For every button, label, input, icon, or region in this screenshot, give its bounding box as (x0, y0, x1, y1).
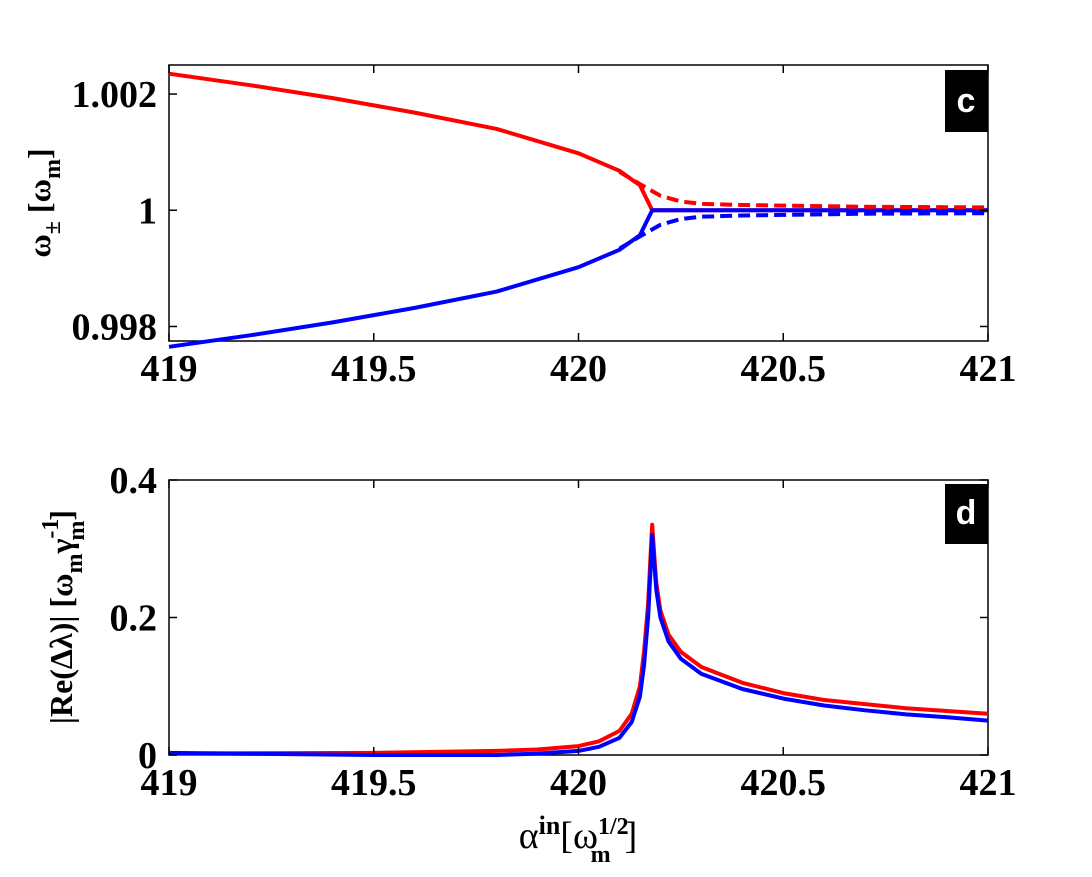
panel-label-box-c (945, 70, 988, 132)
y-axis-label-d: |Re(Δλ)| [ωmγ-1m] (38, 510, 90, 724)
x-tick-label-d: 419.5 (331, 762, 417, 804)
x-tick-label-c: 419 (141, 348, 198, 390)
y-axis-label-c: ω± [ωm] (21, 148, 66, 257)
panel-label-c: c (957, 82, 976, 120)
panel-label-d: d (956, 494, 977, 532)
x-tick-label-c: 420.5 (741, 348, 827, 390)
series-line-c-2 (618, 170, 989, 210)
series-group-c (168, 71, 989, 349)
plot-area-d (168, 479, 989, 756)
panel-label-box-d (945, 484, 988, 544)
x-tick-label-c: 420 (550, 348, 607, 390)
x-tick-label-d: 421 (960, 762, 1017, 804)
y-tick-label-c: 1.002 (72, 74, 158, 116)
y-tick-label-d: 0 (138, 735, 157, 777)
x-axis-label-d: αin[ω1/2 m] (519, 811, 638, 868)
x-tick-label-d: 420 (550, 762, 607, 804)
ticks-group-d: 419 419.5 420 420.5 421 0 0.2 0.4 (110, 460, 1017, 804)
panel-c: 419 419.5 420 420.5 421 0.998 1 1.002 c ω± [ωm] (21, 64, 1017, 390)
ticks-group-c: 419 419.5 420 420.5 421 0.998 1 1.002 (72, 65, 1017, 390)
panel-d: 419 419.5 420 420.5 421 0 0.2 0.4 d |Re(Δλ)| [ω… (38, 460, 1017, 868)
y-tick-label-d: 0.2 (110, 598, 158, 640)
x-tick-label-d: 420.5 (741, 762, 827, 804)
y-tick-label-c: 1 (138, 190, 157, 232)
x-tick-label-c: 421 (960, 348, 1017, 390)
plot-area-c (168, 64, 989, 342)
x-tick-label-c: 419.5 (331, 348, 417, 390)
y-tick-label-c: 0.998 (72, 306, 158, 348)
series-line-c-3 (618, 211, 989, 251)
x-tick-label-d: 419 (141, 762, 198, 804)
series-group-d (168, 522, 989, 757)
y-tick-label-d: 0.4 (110, 460, 158, 502)
series-line-d-1 (168, 533, 989, 757)
